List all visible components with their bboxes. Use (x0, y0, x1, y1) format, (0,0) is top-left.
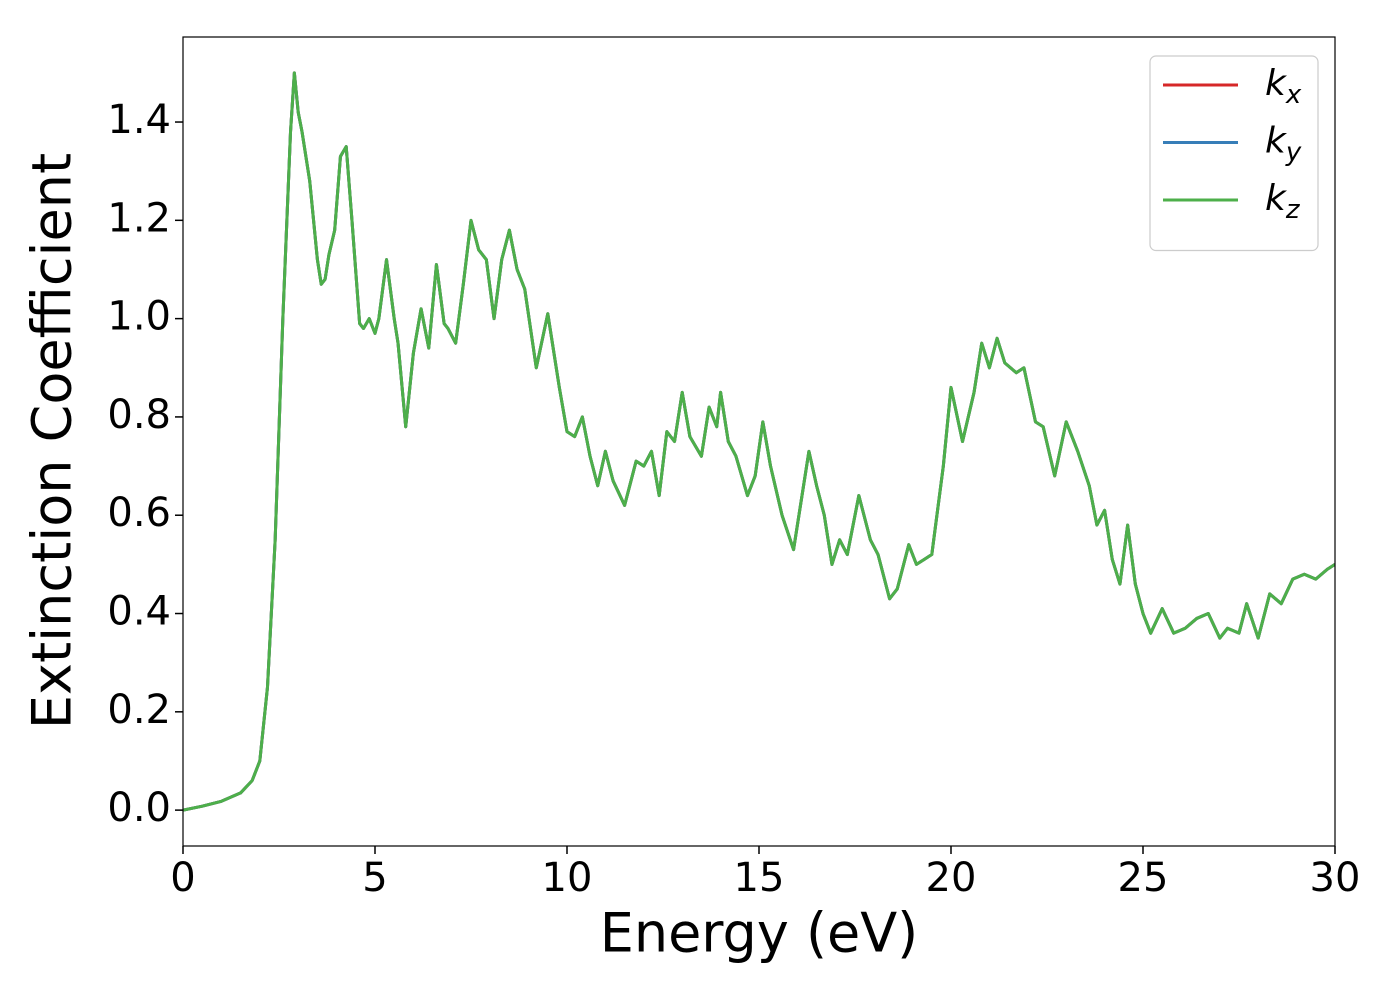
x-axis-label: Energy (eV) (600, 902, 919, 965)
x-tick-label: 5 (362, 855, 387, 901)
y-tick-label: 0.2 (107, 687, 171, 733)
legend-label: kx (1265, 63, 1302, 110)
y-tick-label: 0.8 (107, 392, 171, 438)
x-tick-label: 10 (542, 855, 593, 901)
x-tick-label: 15 (734, 855, 785, 901)
line-series (183, 71, 1335, 812)
y-tick-label: 0.0 (107, 785, 171, 831)
y-tick-label: 1.0 (107, 294, 171, 340)
legend-label: ky (1265, 121, 1302, 168)
plot-frame (182, 36, 1336, 847)
y-tick-label: 1.2 (107, 195, 171, 241)
y-tick-label: 1.4 (107, 97, 171, 143)
y-tick-label: 0.4 (107, 589, 171, 635)
legend-box (1149, 55, 1319, 252)
x-tick-label: 25 (1118, 855, 1169, 901)
x-tick-label: 30 (1310, 855, 1361, 901)
y-axis-label: Extinction Coefficient (21, 153, 84, 729)
x-tick-label: 0 (170, 855, 195, 901)
y-tick-label: 0.6 (107, 490, 171, 536)
x-tick-label: 20 (926, 855, 977, 901)
legend-label: kz (1265, 178, 1301, 225)
